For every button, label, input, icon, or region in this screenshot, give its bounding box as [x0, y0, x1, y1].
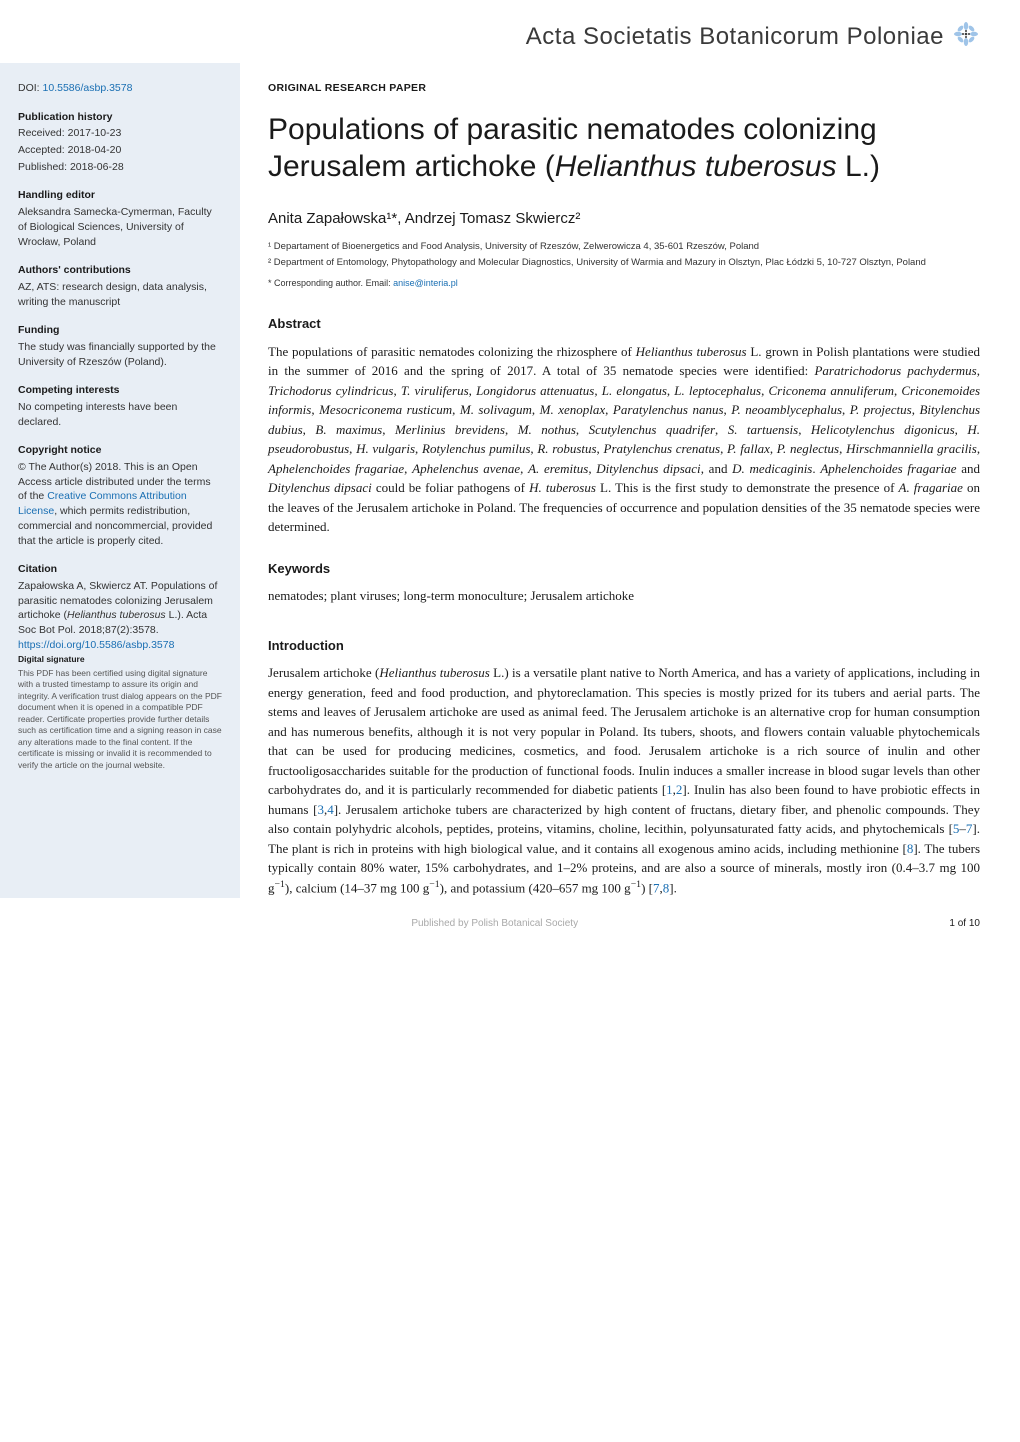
page-number: 1 of 10: [949, 918, 980, 929]
paper-type: ORIGINAL RESEARCH PAPER: [268, 81, 980, 97]
affiliations: ¹ Departament of Bioenergetics and Food …: [268, 240, 980, 269]
journal-header: Acta Societatis Botanicorum Poloniae: [0, 0, 1020, 63]
title-post: L.): [837, 150, 880, 183]
title-species: Helianthus tuberosus: [555, 150, 837, 183]
citation-text: Zapałowska A, Skwiercz AT. Populations o…: [18, 579, 222, 652]
signature-section: Digital signature This PDF has been cert…: [18, 654, 222, 771]
doi-label: DOI:: [18, 82, 43, 94]
funding-text: The study was financially supported by t…: [18, 340, 222, 369]
received-date: Received: 2017-10-23: [18, 126, 222, 141]
signature-head: Digital signature: [18, 654, 222, 665]
corresponding-pre: * Corresponding author. Email:: [268, 278, 393, 288]
affiliation-1: ¹ Departament of Bioenergetics and Food …: [268, 240, 980, 253]
copyright-text: © The Author(s) 2018. This is an Open Ac…: [18, 460, 222, 548]
handling-editor-head: Handling editor: [18, 188, 222, 203]
abstract-head: Abstract: [268, 314, 980, 334]
abstract-body: The populations of parasitic nematodes c…: [268, 342, 980, 537]
competing-text: No competing interests have been declare…: [18, 400, 222, 429]
journal-logo-icon: [952, 20, 980, 53]
competing-head: Competing interests: [18, 383, 222, 398]
authors-contrib-head: Authors' contributions: [18, 263, 222, 278]
funding-head: Funding: [18, 323, 222, 338]
intro-head: Introduction: [268, 636, 980, 656]
sidebar: DOI: 10.5586/asbp.3578 Publication histo…: [0, 63, 240, 898]
page: Acta Societatis Botanicorum Poloniae: [0, 0, 1020, 959]
main-column: ORIGINAL RESEARCH PAPER Populations of p…: [240, 63, 1020, 898]
accepted-date: Accepted: 2018-04-20: [18, 143, 222, 158]
intro-body: Jerusalem artichoke (Helianthus tuberosu…: [268, 663, 980, 897]
affiliation-2: ² Department of Entomology, Phytopatholo…: [268, 256, 980, 269]
journal-title: Acta Societatis Botanicorum Poloniae: [526, 23, 944, 51]
authors-line: Anita Zapałowska¹*, Andrzej Tomasz Skwie…: [268, 208, 980, 231]
paper-title: Populations of parasitic nematodes colon…: [268, 111, 980, 186]
copyright-head: Copyright notice: [18, 443, 222, 458]
corresponding-email-link[interactable]: anise@interia.pl: [393, 278, 458, 288]
handling-editor: Aleksandra Samecka-Cymerman, Faculty of …: [18, 205, 222, 249]
authors-contrib: AZ, ATS: research design, data analysis,…: [18, 280, 222, 309]
citation-doi-link[interactable]: https://doi.org/10.5586/asbp.3578: [18, 639, 174, 651]
doi-link[interactable]: 10.5586/asbp.3578: [43, 82, 133, 94]
corresponding-author: * Corresponding author. Email: anise@int…: [268, 277, 980, 291]
citation-species: Helianthus tuberosus: [67, 609, 166, 621]
citation-head: Citation: [18, 562, 222, 577]
content-wrap: DOI: 10.5586/asbp.3578 Publication histo…: [0, 63, 1020, 898]
page-footer: Published by Polish Botanical Society 1 …: [0, 898, 1020, 929]
pub-history-head: Publication history: [18, 110, 222, 125]
signature-body: This PDF has been certified using digita…: [18, 668, 222, 771]
keywords-body: nematodes; plant viruses; long-term mono…: [268, 586, 980, 606]
doi-line: DOI: 10.5586/asbp.3578: [18, 81, 222, 96]
keywords-head: Keywords: [268, 559, 980, 579]
publisher-credit: Published by Polish Botanical Society: [411, 918, 578, 929]
published-date: Published: 2018-06-28: [18, 160, 222, 175]
